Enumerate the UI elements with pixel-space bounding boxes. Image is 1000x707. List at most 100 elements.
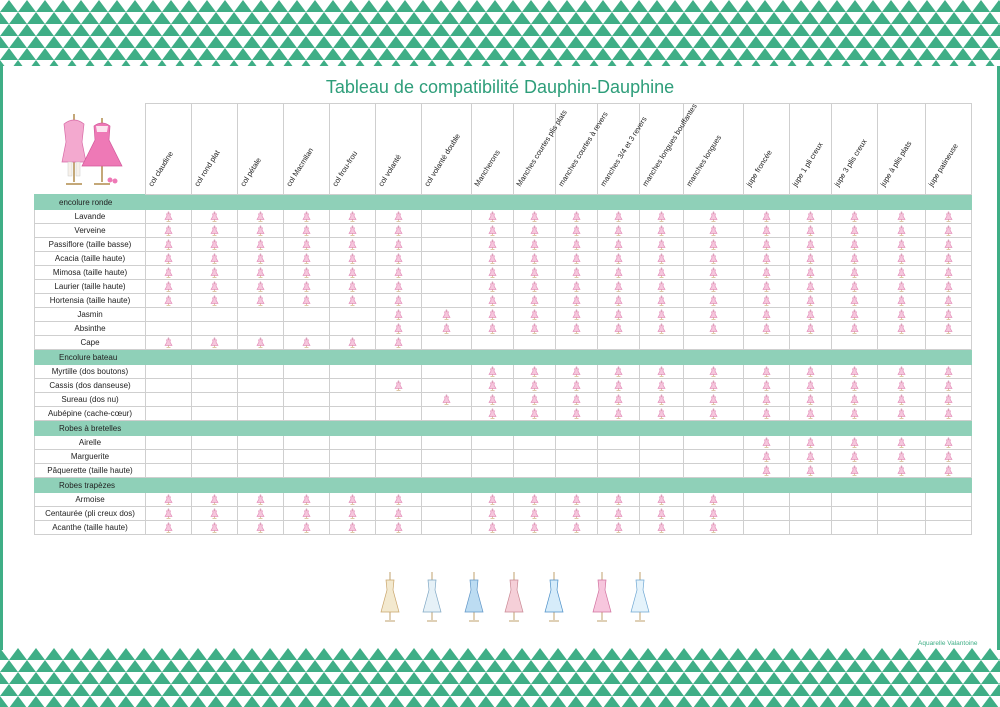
column-header-label: jupe à plis plats <box>878 139 914 188</box>
table-cell <box>375 506 422 521</box>
table-cell <box>639 265 684 280</box>
table-cell <box>877 449 926 464</box>
dress-form-icon <box>897 437 906 448</box>
table-cell <box>329 492 376 507</box>
dress-form-icon <box>944 408 953 419</box>
table-cell <box>831 435 878 450</box>
table-cell <box>145 392 192 407</box>
table-cell <box>145 265 192 280</box>
table-cell <box>145 307 192 322</box>
table-cell <box>237 435 284 450</box>
dress-form-icon <box>530 225 539 236</box>
table-cell <box>925 463 972 478</box>
table-cell <box>831 279 878 294</box>
dress-form-icon <box>709 380 718 391</box>
table-cell <box>743 449 790 464</box>
dress-form-icon <box>762 366 771 377</box>
dress-form-icon <box>614 323 623 334</box>
table-cell <box>789 307 832 322</box>
table-cell <box>555 293 598 308</box>
dress-form-icon <box>709 295 718 306</box>
dress-form-icon <box>944 309 953 320</box>
table-cell <box>145 251 192 266</box>
dress-form-icon <box>256 494 265 505</box>
dress-form-icon <box>762 281 771 292</box>
table-cell <box>513 520 556 535</box>
dress-form-icon <box>530 281 539 292</box>
row-label: Marguerite <box>34 449 146 464</box>
dress-form-icon <box>614 281 623 292</box>
table-cell <box>925 406 972 421</box>
table-cell <box>191 209 238 224</box>
table-cell <box>145 406 192 421</box>
table-cell <box>145 335 192 350</box>
table-cell <box>555 307 598 322</box>
dress-form-icon <box>806 267 815 278</box>
dress-form-icon <box>530 211 539 222</box>
table-cell <box>789 378 832 393</box>
table-cell <box>237 520 284 535</box>
table-row: Absinthe <box>34 321 972 336</box>
table-cell <box>283 279 330 294</box>
row-label: Airelle <box>34 435 146 450</box>
dress-form-icon <box>762 295 771 306</box>
table-cell <box>639 209 684 224</box>
dress-form-icon <box>762 451 771 462</box>
table-cell <box>329 506 376 521</box>
table-cell <box>471 321 514 336</box>
table-row: Airelle <box>34 435 972 450</box>
table-cell <box>375 364 422 379</box>
dress-form-icon <box>709 267 718 278</box>
row-label: Jasmin <box>34 307 146 322</box>
table-cell <box>683 321 744 336</box>
triangle-pattern-icon <box>0 648 1000 707</box>
table-cell <box>597 251 640 266</box>
table-cell <box>639 279 684 294</box>
table-cell <box>191 321 238 336</box>
row-label: Hortensia (taille haute) <box>34 293 146 308</box>
dress-form-icon <box>442 309 451 320</box>
table-cell <box>555 406 598 421</box>
column-header: jupe froncée <box>743 103 790 195</box>
dress-form-icon <box>806 281 815 292</box>
table-cell <box>639 406 684 421</box>
table-cell <box>513 265 556 280</box>
dress-form-icon <box>530 522 539 533</box>
column-header-label: manches longues <box>684 133 724 188</box>
table-cell <box>683 506 744 521</box>
table-cell <box>471 307 514 322</box>
dress-form-icon <box>657 380 666 391</box>
table-cell <box>743 435 790 450</box>
dress-illustration <box>504 572 524 622</box>
dress-form-icon <box>657 239 666 250</box>
dress-form-icon <box>572 267 581 278</box>
table-cell <box>639 506 684 521</box>
table-cell <box>925 378 972 393</box>
table-cell <box>877 209 926 224</box>
table-row: Aubépine (cache-cœur) <box>34 406 972 421</box>
table-row: Mimosa (taille haute) <box>34 265 972 280</box>
table-cell <box>329 378 376 393</box>
table-cell <box>283 307 330 322</box>
table-cell <box>513 492 556 507</box>
table-cell <box>555 392 598 407</box>
table-cell <box>639 307 684 322</box>
table-cell <box>191 449 238 464</box>
table-cell <box>877 364 926 379</box>
dress-form-icon <box>256 281 265 292</box>
dress-form-icon <box>614 394 623 405</box>
table-row: Jasmin <box>34 307 972 322</box>
table-cell <box>597 209 640 224</box>
dress-form-icon <box>762 267 771 278</box>
table-cell <box>375 209 422 224</box>
dress-form-icon <box>614 522 623 533</box>
dress-form-icon <box>394 295 403 306</box>
dress-form-icon <box>394 380 403 391</box>
table-row: Pâquerette (taille haute) <box>34 463 972 478</box>
table-cell <box>925 392 972 407</box>
table-row: Acacia (taille haute) <box>34 251 972 266</box>
dress-form-icon <box>530 253 539 264</box>
dress-form-icon <box>850 267 859 278</box>
dress-form-icon <box>944 253 953 264</box>
row-label: Verveine <box>34 223 146 238</box>
